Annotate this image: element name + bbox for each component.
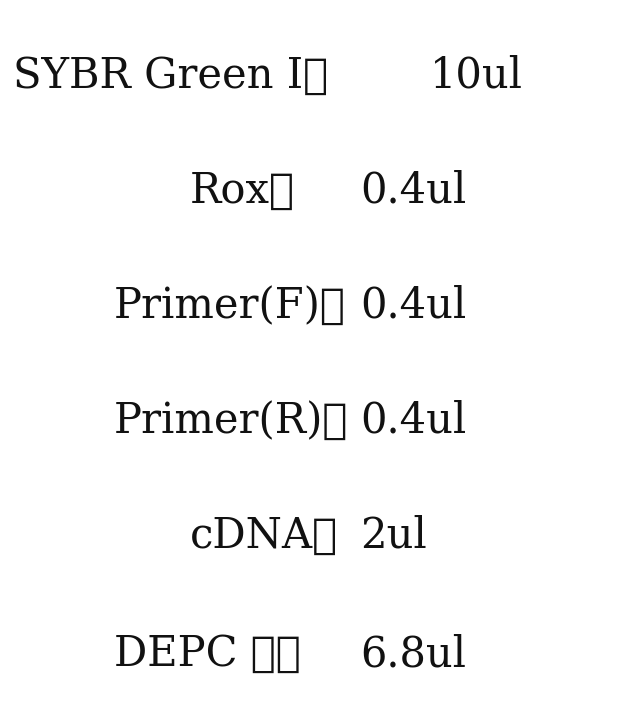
Text: 0.4ul: 0.4ul xyxy=(360,170,466,211)
Text: SYBR Green Ⅰ：: SYBR Green Ⅰ： xyxy=(13,55,328,96)
Text: Primer(R)：: Primer(R)： xyxy=(114,400,348,441)
Text: 10ul: 10ul xyxy=(430,55,523,96)
Text: 6.8ul: 6.8ul xyxy=(360,633,466,675)
Text: Primer(F)：: Primer(F)： xyxy=(114,285,346,326)
Text: 0.4ul: 0.4ul xyxy=(360,400,466,441)
Text: 0.4ul: 0.4ul xyxy=(360,285,466,326)
Text: Rox：: Rox： xyxy=(190,170,295,211)
Text: DEPC 水：: DEPC 水： xyxy=(114,633,300,675)
Text: cDNA：: cDNA： xyxy=(190,515,337,557)
Text: 2ul: 2ul xyxy=(360,515,427,557)
